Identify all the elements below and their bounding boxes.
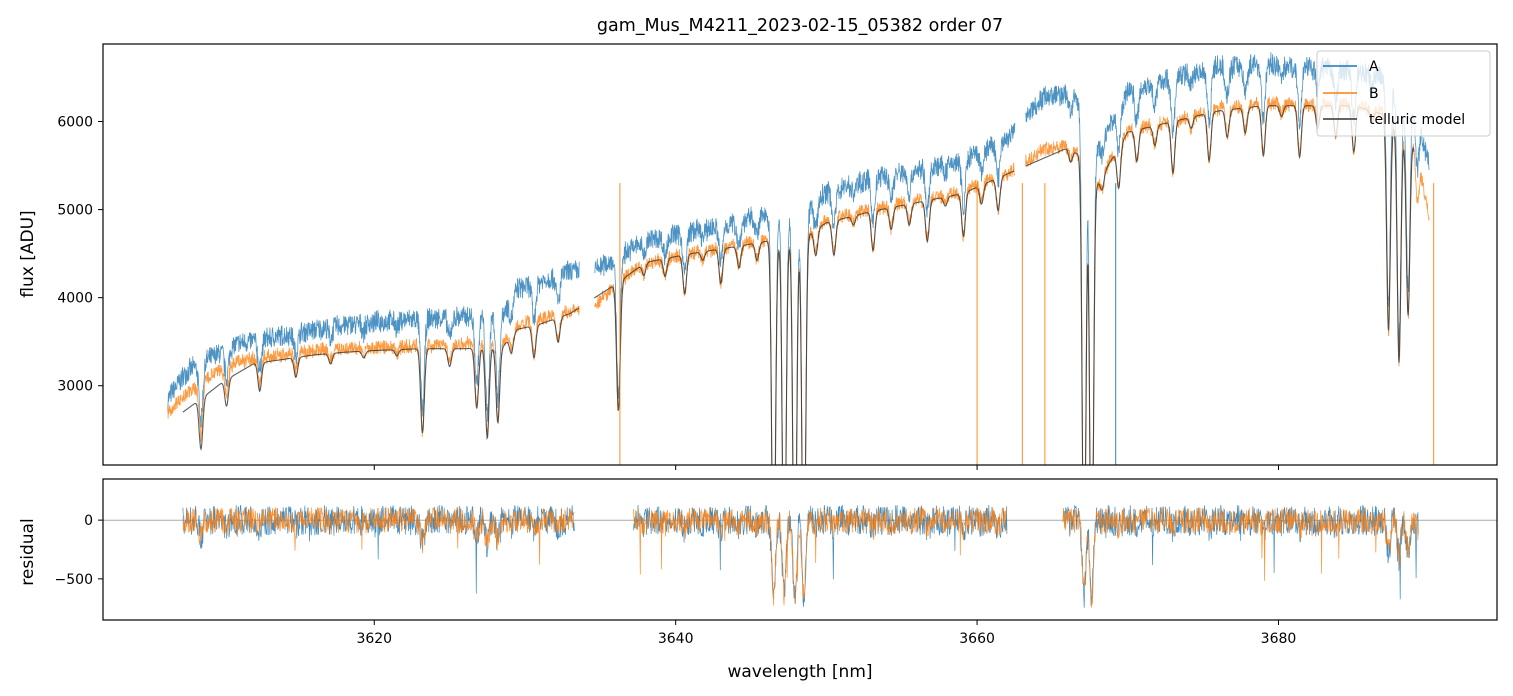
- x-tick-label: 3660: [959, 631, 995, 647]
- legend: A B telluric model: [1316, 50, 1491, 137]
- residual-panel: −500 0 3620 3640 3660 3680 residual waveleng…: [18, 478, 1498, 682]
- telluric-model-line: [182, 105, 1415, 465]
- flux-y-tick-label: 3000: [57, 379, 93, 395]
- chart-title: gam_Mus_M4211_2023-02-15_05382 order 07: [597, 16, 1003, 36]
- x-tick-label: 3680: [1261, 631, 1297, 647]
- flux-y-tick-label: 5000: [57, 203, 93, 219]
- x-axis-label: wavelength [nm]: [727, 662, 872, 682]
- flux-axes-frame: [102, 43, 1498, 466]
- residual-b-line: [182, 506, 1419, 608]
- residual-axes-frame: [102, 478, 1498, 621]
- flux-y-tick-label: 4000: [57, 291, 93, 307]
- x-tick-label: 3620: [356, 631, 392, 647]
- series-b-line: [167, 96, 1430, 465]
- residual-y-tick-label: −500: [55, 572, 93, 588]
- residual-y-tick-label: 0: [84, 513, 93, 529]
- series-a-line: [167, 52, 1430, 465]
- flux-panel: 3000 4000 5000 6000 flux [ADU]: [18, 43, 1498, 470]
- legend-label-b: B: [1369, 86, 1379, 102]
- legend-box: [1316, 50, 1491, 137]
- legend-label-model: telluric model: [1369, 112, 1465, 128]
- legend-label-a: A: [1369, 59, 1379, 75]
- flux-y-axis-label: flux [ADU]: [18, 210, 38, 297]
- flux-y-tick-label: 6000: [57, 115, 93, 131]
- residual-y-axis-label: residual: [18, 518, 38, 585]
- x-tick-label: 3640: [658, 631, 694, 647]
